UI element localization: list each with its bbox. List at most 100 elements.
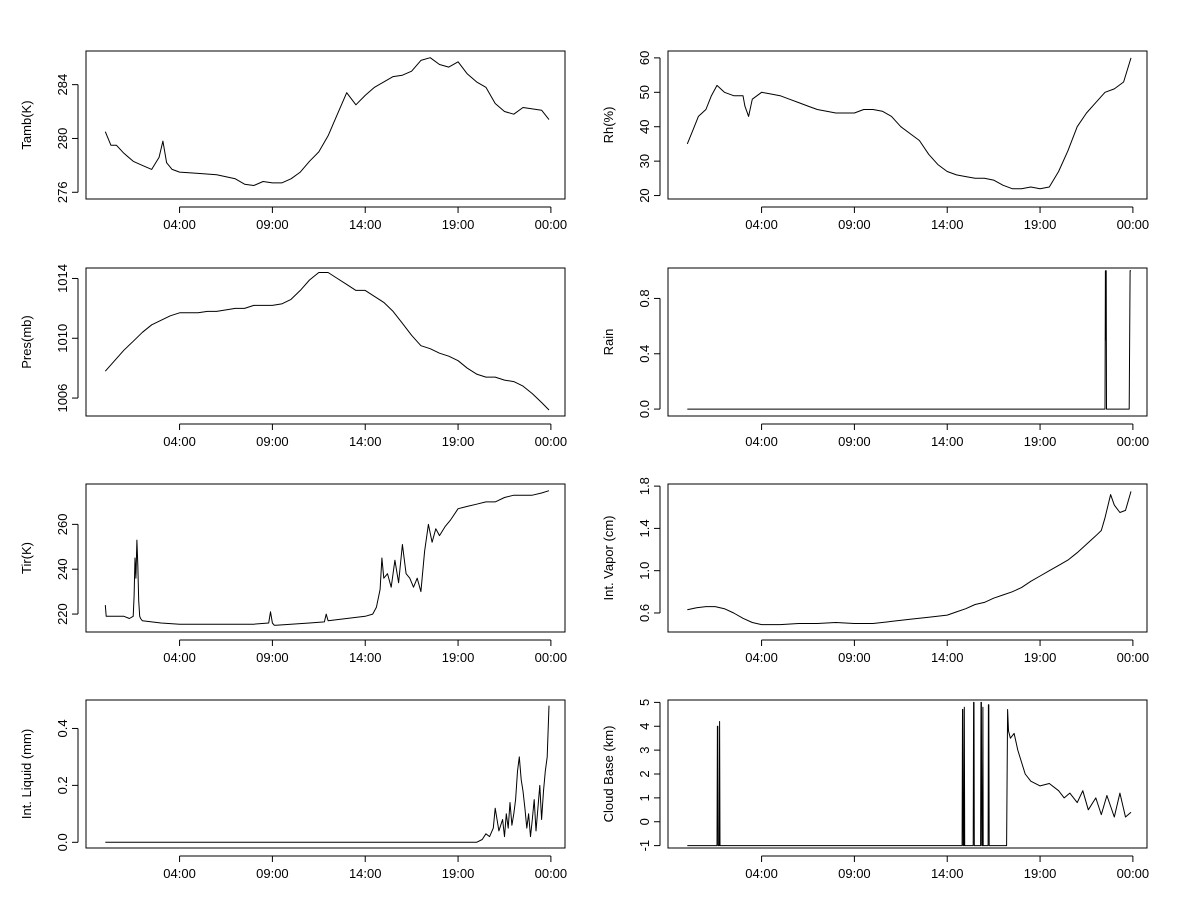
panel-1: 04:00 09:00 14:00 19:00 00:00 276 280 284 Tamb(K… <box>19 50 567 232</box>
x-tick-label: 09:00 <box>256 434 289 449</box>
series-line <box>104 57 550 186</box>
y-axis-title: Tir(K) <box>19 542 34 574</box>
x-tick-label: 09:00 <box>256 217 289 232</box>
series-line <box>686 57 1132 190</box>
x-tick-label: 04:00 <box>745 217 778 232</box>
y-tick-label: 0.0 <box>637 400 652 418</box>
series-line <box>104 490 550 626</box>
x-tick-label: 04:00 <box>163 866 196 881</box>
plot-frame <box>667 50 1148 200</box>
panel-3: 04:00 09:00 14:00 19:00 00:00 1006 1010 1014 Pre… <box>19 264 567 449</box>
x-tick-label: 00:00 <box>535 434 568 449</box>
x-tick-label: 09:00 <box>838 866 871 881</box>
x-tick-label: 00:00 <box>535 866 568 881</box>
plot-frame <box>85 50 566 200</box>
series-line <box>687 270 1131 410</box>
x-tick-label: 04:00 <box>745 866 778 881</box>
x-tick-label: 04:00 <box>163 217 196 232</box>
x-tick-label: 00:00 <box>1117 650 1150 665</box>
x-tick-label: 00:00 <box>1117 434 1150 449</box>
y-tick-label: 30 <box>637 154 652 168</box>
y-tick-label: 60 <box>637 51 652 65</box>
x-tick-label: 09:00 <box>838 217 871 232</box>
y-tick-label: 5 <box>637 699 652 706</box>
x-tick-label: 14:00 <box>931 217 964 232</box>
y-tick-label: 284 <box>55 74 70 96</box>
y-tick-label: 0.0 <box>55 833 70 851</box>
y-tick-label: 1.0 <box>637 562 652 580</box>
x-tick-label: 04:00 <box>163 434 196 449</box>
plot-frame <box>667 483 1148 633</box>
plot-frame <box>85 483 566 633</box>
y-axis-title: Int. Liquid (mm) <box>19 729 34 819</box>
x-tick-label: 09:00 <box>838 650 871 665</box>
x-tick-label: 19:00 <box>442 866 475 881</box>
panel-5: 04:00 09:00 14:00 19:00 00:00 220 240 260 Tir(K) <box>19 483 568 665</box>
y-tick-label: 1 <box>637 794 652 801</box>
x-tick-label: 14:00 <box>349 650 382 665</box>
y-tick-label: -1 <box>637 840 652 852</box>
y-tick-label: 4 <box>637 723 652 730</box>
x-tick-label: 19:00 <box>442 434 475 449</box>
y-axis-title: Tamb(K) <box>19 100 34 149</box>
y-tick-label: 2 <box>637 770 652 777</box>
x-tick-label: 09:00 <box>838 434 871 449</box>
y-tick-label: 0.8 <box>637 289 652 307</box>
x-tick-label: 09:00 <box>256 650 289 665</box>
y-tick-label: 0.2 <box>55 776 70 794</box>
x-tick-label: 00:00 <box>1117 217 1150 232</box>
y-axis-title: Int. Vapor (cm) <box>601 515 616 600</box>
y-tick-label: 0 <box>637 818 652 825</box>
y-tick-label: 0.4 <box>637 345 652 363</box>
x-tick-label: 14:00 <box>349 866 382 881</box>
x-tick-label: 04:00 <box>745 434 778 449</box>
y-tick-label: 50 <box>637 85 652 99</box>
series-line <box>687 491 1132 626</box>
y-axis-title: Pres(mb) <box>19 315 34 368</box>
y-tick-label: 1.4 <box>637 519 652 537</box>
y-tick-label: 40 <box>637 119 652 133</box>
x-tick-label: 19:00 <box>1024 217 1057 232</box>
y-tick-label: 1006 <box>55 384 70 413</box>
y-tick-label: 276 <box>55 181 70 203</box>
y-axis-title: Rh(%) <box>601 107 616 144</box>
y-tick-label: 240 <box>55 558 70 580</box>
x-tick-label: 14:00 <box>349 434 382 449</box>
panel-8: 04:00 09:00 14:00 19:00 00:00 -1 0 1 2 3 4 5 Cloud B… <box>601 699 1149 881</box>
x-tick-label: 14:00 <box>931 650 964 665</box>
y-tick-label: 0.6 <box>637 604 652 622</box>
y-tick-label: 3 <box>637 747 652 754</box>
y-axis-title: Rain <box>601 329 616 356</box>
x-tick-label: 04:00 <box>163 650 196 665</box>
series-line <box>105 705 550 843</box>
x-tick-label: 00:00 <box>535 650 568 665</box>
y-tick-label: 1010 <box>55 324 70 353</box>
y-tick-label: 1.8 <box>637 477 652 495</box>
series-line <box>104 272 550 411</box>
x-tick-label: 14:00 <box>931 434 964 449</box>
x-tick-label: 09:00 <box>256 866 289 881</box>
x-tick-label: 00:00 <box>1117 866 1150 881</box>
plot-frame <box>85 267 566 417</box>
y-tick-label: 220 <box>55 603 70 625</box>
x-tick-label: 19:00 <box>1024 434 1057 449</box>
x-tick-label: 14:00 <box>349 217 382 232</box>
panel-6: 04:00 09:00 14:00 19:00 00:00 0.6 1.0 1.4 1.8 Int… <box>601 477 1149 665</box>
plot-frame <box>85 699 566 849</box>
x-tick-label: 14:00 <box>931 866 964 881</box>
y-tick-label: 1014 <box>55 264 70 293</box>
x-tick-label: 19:00 <box>442 650 475 665</box>
x-tick-label: 19:00 <box>1024 650 1057 665</box>
x-tick-label: 19:00 <box>1024 866 1057 881</box>
plot-frame <box>667 699 1148 849</box>
y-tick-label: 0.4 <box>55 719 70 737</box>
panel-2: 04:00 09:00 14:00 19:00 00:00 20 30 40 50 60 Rh(%) <box>601 50 1150 232</box>
y-axis-title: Cloud Base (km) <box>601 726 616 823</box>
series-line <box>687 701 1132 847</box>
plot-frame <box>667 267 1148 417</box>
y-tick-label: 20 <box>637 188 652 202</box>
x-tick-label: 04:00 <box>745 650 778 665</box>
panel-7: 04:00 09:00 14:00 19:00 00:00 0.0 0.2 0.4 Int. L… <box>19 699 568 881</box>
y-tick-label: 260 <box>55 514 70 536</box>
